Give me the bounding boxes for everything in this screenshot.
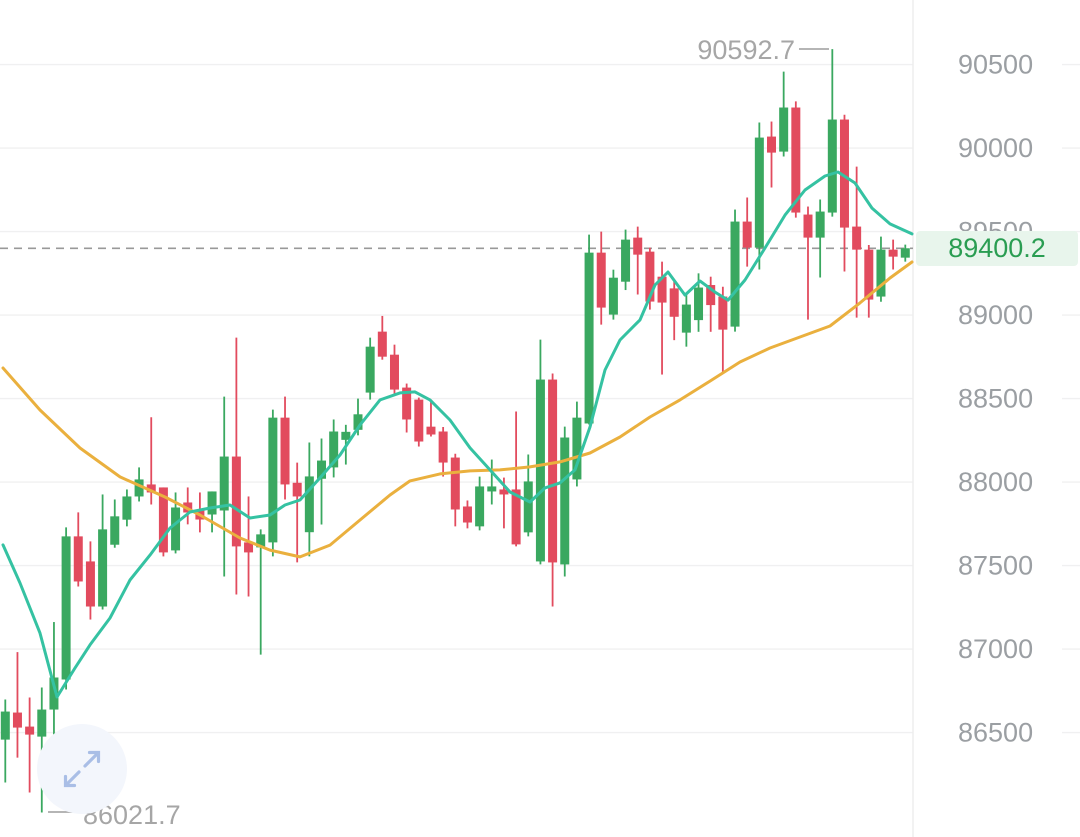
candle xyxy=(389,354,399,390)
candle xyxy=(876,249,886,297)
candle xyxy=(839,119,849,228)
candle xyxy=(888,249,898,257)
candle xyxy=(608,277,618,315)
candle xyxy=(37,709,47,737)
candle xyxy=(669,288,679,317)
low-marker-dash xyxy=(48,811,76,813)
candle xyxy=(560,437,570,565)
candle xyxy=(219,456,229,511)
candle xyxy=(499,489,509,495)
y-axis-label: 90000 xyxy=(958,133,1033,163)
y-axis-label: 90500 xyxy=(958,50,1033,80)
candle xyxy=(329,431,339,468)
candle xyxy=(706,285,716,306)
candle xyxy=(462,506,472,523)
candle xyxy=(815,211,825,238)
candle xyxy=(730,221,740,327)
y-axis-label: 87500 xyxy=(958,551,1033,581)
expand-button[interactable] xyxy=(37,724,127,814)
ma-fast-teal-line xyxy=(1,170,914,699)
candle xyxy=(402,387,412,420)
candle xyxy=(304,476,314,533)
candle xyxy=(207,491,217,515)
y-axis-label: 89000 xyxy=(958,300,1033,330)
candle xyxy=(864,249,874,300)
candle xyxy=(256,534,266,548)
candle xyxy=(450,457,460,510)
candle xyxy=(377,331,387,357)
candle xyxy=(754,137,764,248)
candle xyxy=(621,239,631,282)
candle xyxy=(827,119,837,213)
candle xyxy=(414,399,424,442)
candle xyxy=(280,417,290,485)
candle xyxy=(341,431,351,440)
candle xyxy=(779,107,789,152)
candle xyxy=(694,287,704,321)
candle xyxy=(110,516,120,545)
candle xyxy=(12,712,22,728)
candle xyxy=(900,248,910,258)
candle xyxy=(85,561,95,607)
ma-slow-orange-line xyxy=(1,260,914,559)
candle xyxy=(535,379,545,562)
candle xyxy=(742,221,752,248)
candle xyxy=(475,486,485,527)
candle xyxy=(426,426,436,435)
candle xyxy=(681,304,691,333)
candle xyxy=(791,107,801,213)
high-marker-dash xyxy=(799,48,829,51)
current-price-badge: 89400.2 xyxy=(916,230,1078,266)
candle xyxy=(231,456,241,547)
candle xyxy=(61,536,71,680)
candle xyxy=(633,237,643,255)
candle xyxy=(73,536,83,582)
candle xyxy=(487,486,497,492)
candle xyxy=(523,481,533,533)
candle xyxy=(584,252,594,424)
candle xyxy=(645,251,655,302)
candle xyxy=(353,414,363,430)
y-axis-label: 86500 xyxy=(958,718,1033,748)
candle xyxy=(365,346,375,393)
high-price-label: 90592.7 xyxy=(697,35,795,66)
candle xyxy=(0,711,10,740)
candle xyxy=(572,417,582,480)
candle xyxy=(25,726,35,735)
candle xyxy=(98,529,108,607)
candle xyxy=(767,136,777,153)
candle xyxy=(852,226,862,250)
candle xyxy=(657,276,667,303)
candle xyxy=(49,677,59,710)
expand-icon xyxy=(63,750,101,788)
candle xyxy=(146,484,156,493)
candle xyxy=(596,252,606,308)
candle xyxy=(511,489,521,545)
y-axis-label: 87000 xyxy=(958,634,1033,664)
candle xyxy=(803,214,813,238)
candle xyxy=(244,542,254,553)
candle xyxy=(438,431,448,463)
candle xyxy=(122,496,132,520)
candle xyxy=(268,417,278,543)
candle xyxy=(317,460,327,479)
y-axis-label: 88000 xyxy=(958,467,1033,497)
candle xyxy=(134,479,144,497)
candle xyxy=(171,507,181,551)
candle xyxy=(292,482,302,497)
y-axis-label: 88500 xyxy=(958,384,1033,414)
candle xyxy=(158,487,168,553)
candle xyxy=(718,296,728,330)
candle xyxy=(548,379,558,563)
